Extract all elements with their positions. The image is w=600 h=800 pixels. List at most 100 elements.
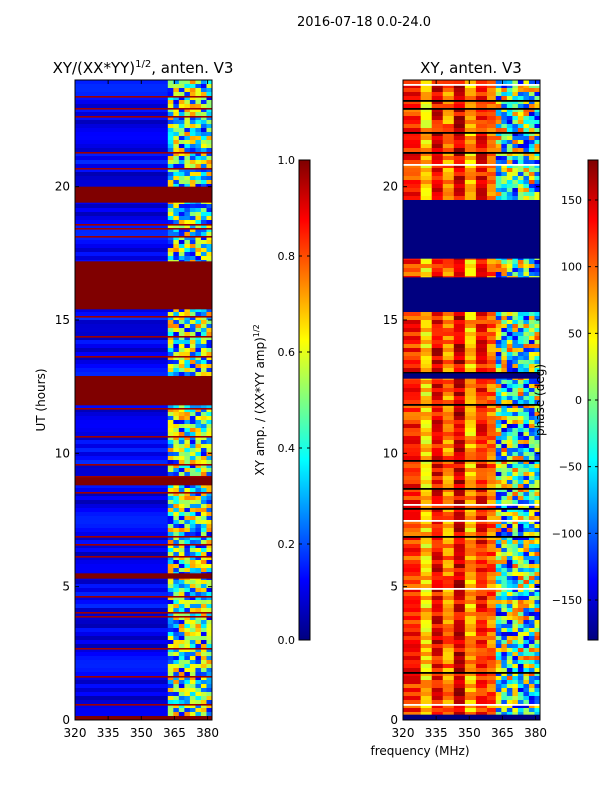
heatmap-cell bbox=[403, 264, 422, 268]
heatmap-cell bbox=[528, 272, 535, 276]
heatmap-cell bbox=[495, 472, 502, 476]
heatmap-cell bbox=[420, 164, 433, 168]
heatmap-cell bbox=[464, 192, 477, 196]
heatmap-cell bbox=[486, 120, 497, 124]
heatmap-cell bbox=[200, 224, 207, 228]
heatmap-cell bbox=[195, 216, 202, 220]
heatmap-cell bbox=[464, 324, 477, 328]
heatmap-cell bbox=[206, 156, 212, 160]
heatmap-cell bbox=[517, 604, 524, 608]
heatmap-cell bbox=[167, 588, 174, 592]
heatmap-cell bbox=[534, 508, 540, 512]
heatmap-cell bbox=[178, 84, 185, 88]
heatmap-cell bbox=[178, 220, 185, 224]
heatmap-cell bbox=[475, 80, 488, 84]
heatmap-cell bbox=[453, 384, 466, 388]
heatmap-cell bbox=[403, 156, 422, 160]
heatmap-cell bbox=[178, 456, 185, 460]
heatmap-cell bbox=[167, 464, 174, 468]
heatmap-cell bbox=[195, 316, 202, 320]
heatmap-cell bbox=[184, 352, 191, 356]
heatmap-cell bbox=[173, 600, 180, 604]
heatmap-cell bbox=[195, 644, 202, 648]
heatmap-cell bbox=[189, 220, 196, 224]
heatmap-cell bbox=[495, 692, 502, 696]
heatmap-cell bbox=[528, 496, 535, 500]
heatmap-cell bbox=[464, 440, 477, 444]
heatmap-cell bbox=[512, 464, 519, 468]
heatmap-cell bbox=[173, 628, 180, 632]
heatmap-cell bbox=[431, 144, 444, 148]
heatmap-cell bbox=[506, 712, 513, 716]
heatmap-cell bbox=[189, 116, 196, 120]
heatmap-cell bbox=[534, 352, 540, 356]
heatmap-cell bbox=[184, 508, 191, 512]
heatmap-cell bbox=[403, 648, 422, 652]
heatmap-cell bbox=[206, 224, 212, 228]
heatmap-cell bbox=[167, 220, 174, 224]
heatmap-cell bbox=[195, 600, 202, 604]
heatmap-cell bbox=[431, 180, 444, 184]
heatmap-cell bbox=[431, 400, 444, 404]
heatmap-cell bbox=[431, 388, 444, 392]
heatmap-cell bbox=[523, 664, 530, 668]
heatmap-cell bbox=[528, 616, 535, 620]
heatmap-cell bbox=[189, 128, 196, 132]
heatmap-cell bbox=[206, 456, 212, 460]
heatmap-cell bbox=[403, 676, 422, 680]
heatmap-cell bbox=[189, 92, 196, 96]
heatmap-cell bbox=[453, 696, 466, 700]
heatmap-cell bbox=[442, 128, 455, 132]
heatmap-cell bbox=[184, 608, 191, 612]
heatmap-cell bbox=[453, 656, 466, 660]
heatmap-cell bbox=[420, 136, 433, 140]
heatmap-cell bbox=[512, 80, 519, 84]
heatmap-cell bbox=[486, 260, 497, 264]
heatmap-cell bbox=[501, 112, 508, 116]
heatmap-cell bbox=[517, 484, 524, 488]
heatmap-cell bbox=[184, 176, 191, 180]
heatmap-cell bbox=[431, 396, 444, 400]
heatmap-flag-line bbox=[75, 648, 212, 650]
heatmap-cell bbox=[184, 428, 191, 432]
heatmap-cell bbox=[420, 104, 433, 108]
heatmap-flag-line bbox=[403, 132, 540, 134]
heatmap-cell bbox=[506, 508, 513, 512]
heatmap-cell bbox=[534, 524, 540, 528]
heatmap-cell bbox=[189, 356, 196, 360]
heatmap-cell bbox=[501, 180, 508, 184]
heatmap-cell bbox=[442, 192, 455, 196]
heatmap-cell bbox=[195, 456, 202, 460]
heatmap-cell bbox=[200, 704, 207, 708]
heatmap-cell bbox=[420, 400, 433, 404]
heatmap-cell bbox=[200, 172, 207, 176]
heatmap-cell bbox=[486, 396, 497, 400]
heatmap-cell bbox=[75, 416, 168, 420]
heatmap-cell bbox=[184, 456, 191, 460]
heatmap-cell bbox=[528, 548, 535, 552]
heatmap-cell bbox=[178, 248, 185, 252]
heatmap-cell bbox=[206, 428, 212, 432]
heatmap-cell bbox=[403, 596, 422, 600]
heatmap-cell bbox=[464, 508, 477, 512]
heatmap-cell bbox=[475, 692, 488, 696]
heatmap-cell bbox=[512, 268, 519, 272]
heatmap-cell bbox=[206, 700, 212, 704]
heatmap-cell bbox=[523, 84, 530, 88]
heatmap-cell bbox=[75, 452, 168, 456]
heatmap-cell bbox=[495, 272, 502, 276]
y-tick-label: 10 bbox=[383, 446, 398, 460]
heatmap-cell bbox=[200, 528, 207, 532]
heatmap-cell bbox=[173, 504, 180, 508]
heatmap-cell bbox=[167, 108, 174, 112]
heatmap-cell bbox=[195, 444, 202, 448]
heatmap-cell bbox=[403, 108, 422, 112]
heatmap-cell bbox=[178, 116, 185, 120]
heatmap-cell bbox=[523, 316, 530, 320]
heatmap-cell bbox=[420, 576, 433, 580]
heatmap-cell bbox=[464, 364, 477, 368]
heatmap-cell bbox=[464, 164, 477, 168]
heatmap-cell bbox=[431, 324, 444, 328]
heatmap-cell bbox=[431, 576, 444, 580]
heatmap-cell bbox=[195, 232, 202, 236]
